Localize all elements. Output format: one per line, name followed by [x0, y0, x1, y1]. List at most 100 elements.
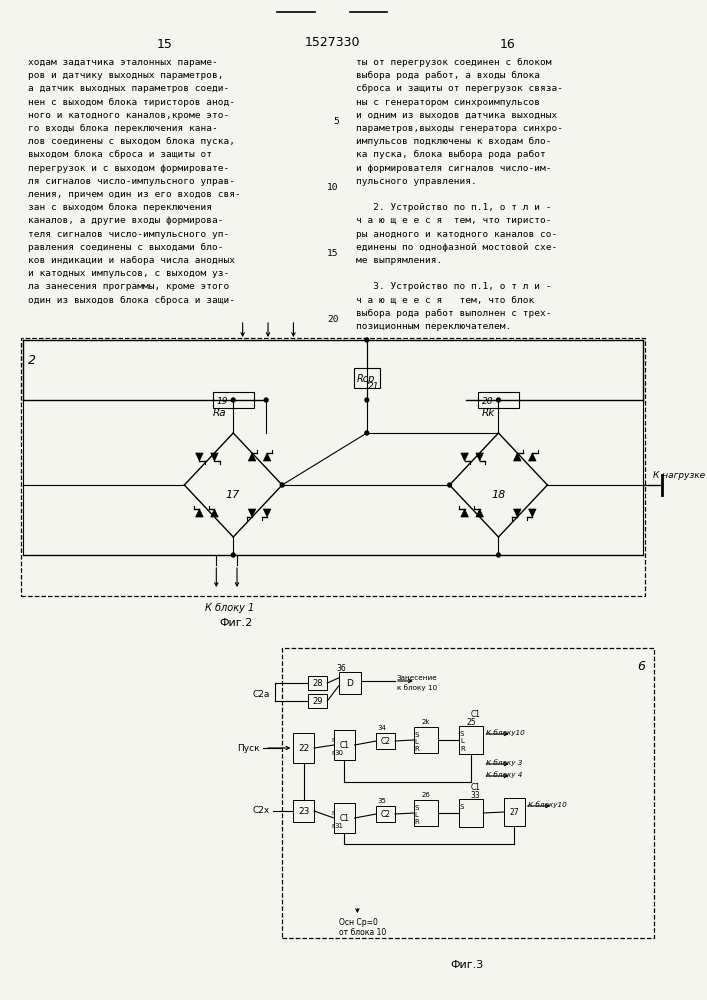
Text: 33: 33: [470, 791, 480, 800]
Text: 20: 20: [327, 315, 339, 324]
Polygon shape: [476, 509, 484, 517]
Text: C2: C2: [380, 737, 390, 746]
Text: 22: 22: [298, 744, 310, 753]
Text: 20: 20: [481, 397, 493, 406]
Text: ме выпрямления.: ме выпрямления.: [356, 256, 442, 265]
Text: 25: 25: [467, 718, 476, 727]
Polygon shape: [211, 453, 218, 461]
Text: ты от перегрузок соединен с блоком: ты от перегрузок соединен с блоком: [356, 58, 551, 67]
Text: перегрузок и с выходом формировате-: перегрузок и с выходом формировате-: [28, 164, 230, 173]
Text: 16: 16: [500, 38, 516, 51]
Text: S: S: [460, 804, 464, 810]
Polygon shape: [263, 509, 271, 517]
Text: Фиг.3: Фиг.3: [451, 960, 484, 970]
Polygon shape: [248, 453, 256, 461]
Text: R: R: [415, 819, 419, 825]
Text: К блоку10: К блоку10: [486, 729, 525, 736]
Text: 15: 15: [157, 38, 173, 51]
Text: 21: 21: [368, 382, 379, 391]
Text: L: L: [415, 739, 419, 745]
Bar: [213, 392, 254, 408]
Text: ходам задатчика эталонных параме-: ходам задатчика эталонных параме-: [28, 58, 218, 67]
Circle shape: [280, 483, 284, 487]
Text: нен с выходом блока тиристоров анод-: нен с выходом блока тиристоров анод-: [28, 98, 235, 107]
Text: К блоку 4: К блоку 4: [486, 771, 522, 778]
Text: и катодных импульсов, с выходом уз-: и катодных импульсов, с выходом уз-: [28, 269, 230, 278]
Bar: [334, 730, 355, 760]
Bar: [308, 694, 327, 708]
Circle shape: [231, 553, 235, 557]
Circle shape: [496, 553, 501, 557]
Text: равления соединены с выходами бло-: равления соединены с выходами бло-: [28, 243, 223, 252]
Text: каналов, а другие входы формирова-: каналов, а другие входы формирова-: [28, 216, 223, 225]
Bar: [282, 648, 654, 938]
Text: ч а ю щ е е с я   тем, что блок: ч а ю щ е е с я тем, что блок: [356, 296, 534, 305]
Text: 29: 29: [312, 697, 323, 706]
Bar: [376, 806, 395, 822]
Text: 36: 36: [337, 664, 346, 673]
Text: r: r: [331, 823, 334, 829]
Polygon shape: [248, 509, 256, 517]
Text: Фиг.2: Фиг.2: [219, 618, 252, 628]
Text: ля сигналов число-импульсного управ-: ля сигналов число-импульсного управ-: [28, 177, 235, 186]
Text: 34: 34: [377, 725, 386, 731]
Text: 6: 6: [637, 660, 645, 673]
Text: один из выходов блока сброса и защи-: один из выходов блока сброса и защи-: [28, 296, 235, 305]
Text: го входы блока переключения кана-: го входы блока переключения кана-: [28, 124, 218, 133]
Bar: [334, 803, 355, 833]
Bar: [459, 799, 484, 827]
Text: а датчик выходных параметров соеди-: а датчик выходных параметров соеди-: [28, 84, 230, 93]
Text: 23: 23: [298, 807, 310, 816]
Text: выбора рода работ выполнен с трех-: выбора рода работ выполнен с трех-: [356, 309, 551, 318]
Text: C1: C1: [470, 783, 480, 792]
Text: r: r: [331, 750, 334, 756]
Text: Пуск: Пуск: [237, 744, 259, 753]
Polygon shape: [529, 453, 536, 461]
Text: к блоку 10: к блоку 10: [397, 684, 437, 691]
Text: r: r: [331, 810, 334, 816]
Text: позиционным переключателем.: позиционным переключателем.: [356, 322, 510, 331]
Text: ла занесения программы, кроме этого: ла занесения программы, кроме этого: [28, 282, 230, 291]
Circle shape: [365, 338, 368, 342]
Text: 26: 26: [421, 792, 431, 798]
Text: 31: 31: [335, 823, 344, 829]
Polygon shape: [196, 453, 203, 461]
Text: С2а: С2а: [252, 690, 269, 699]
Text: зан с выходом блока переключения: зан с выходом блока переключения: [28, 203, 212, 212]
Text: 30: 30: [335, 750, 344, 756]
Text: C1: C1: [339, 814, 349, 823]
Text: C1: C1: [339, 741, 349, 750]
Text: Rk: Rk: [481, 408, 495, 418]
Text: параметров,выходы генератора синхро-: параметров,выходы генератора синхро-: [356, 124, 563, 133]
Text: К нагрузке: К нагрузке: [653, 471, 705, 480]
Text: S: S: [415, 805, 419, 811]
Text: 2. Устройство по п.1, о т л и -: 2. Устройство по п.1, о т л и -: [356, 203, 551, 212]
Polygon shape: [196, 509, 203, 517]
Bar: [354, 368, 380, 388]
Text: импульсов подключены к входам бло-: импульсов подключены к входам бло-: [356, 137, 551, 146]
Text: S: S: [415, 732, 419, 738]
Text: L: L: [415, 812, 419, 818]
Polygon shape: [513, 509, 521, 517]
Bar: [414, 727, 438, 753]
Text: C1: C1: [470, 710, 480, 719]
Bar: [293, 800, 314, 822]
Text: выбора рода работ, а входы блока: выбора рода работ, а входы блока: [356, 71, 539, 80]
Polygon shape: [513, 453, 521, 461]
Text: S: S: [460, 731, 464, 737]
Text: и формирователя сигналов число-им-: и формирователя сигналов число-им-: [356, 164, 551, 173]
Bar: [293, 733, 314, 763]
Bar: [21, 338, 645, 596]
Text: R: R: [415, 746, 419, 752]
Text: 2k: 2k: [421, 719, 430, 725]
Text: 28: 28: [312, 679, 323, 688]
Text: ров и датчику выходных параметров,: ров и датчику выходных параметров,: [28, 71, 223, 80]
Text: К блоку10: К блоку10: [527, 801, 566, 808]
Text: от блока 10: от блока 10: [339, 928, 386, 937]
Text: сброса и защиты от перегрузок связа-: сброса и защиты от перегрузок связа-: [356, 84, 563, 93]
Text: единены по однофазной мостовой схе-: единены по однофазной мостовой схе-: [356, 243, 557, 252]
Text: D: D: [346, 679, 354, 688]
Text: ны с генератором синхроимпульсов: ны с генератором синхроимпульсов: [356, 98, 539, 107]
Text: К блоку 3: К блоку 3: [486, 759, 522, 766]
Polygon shape: [529, 509, 536, 517]
